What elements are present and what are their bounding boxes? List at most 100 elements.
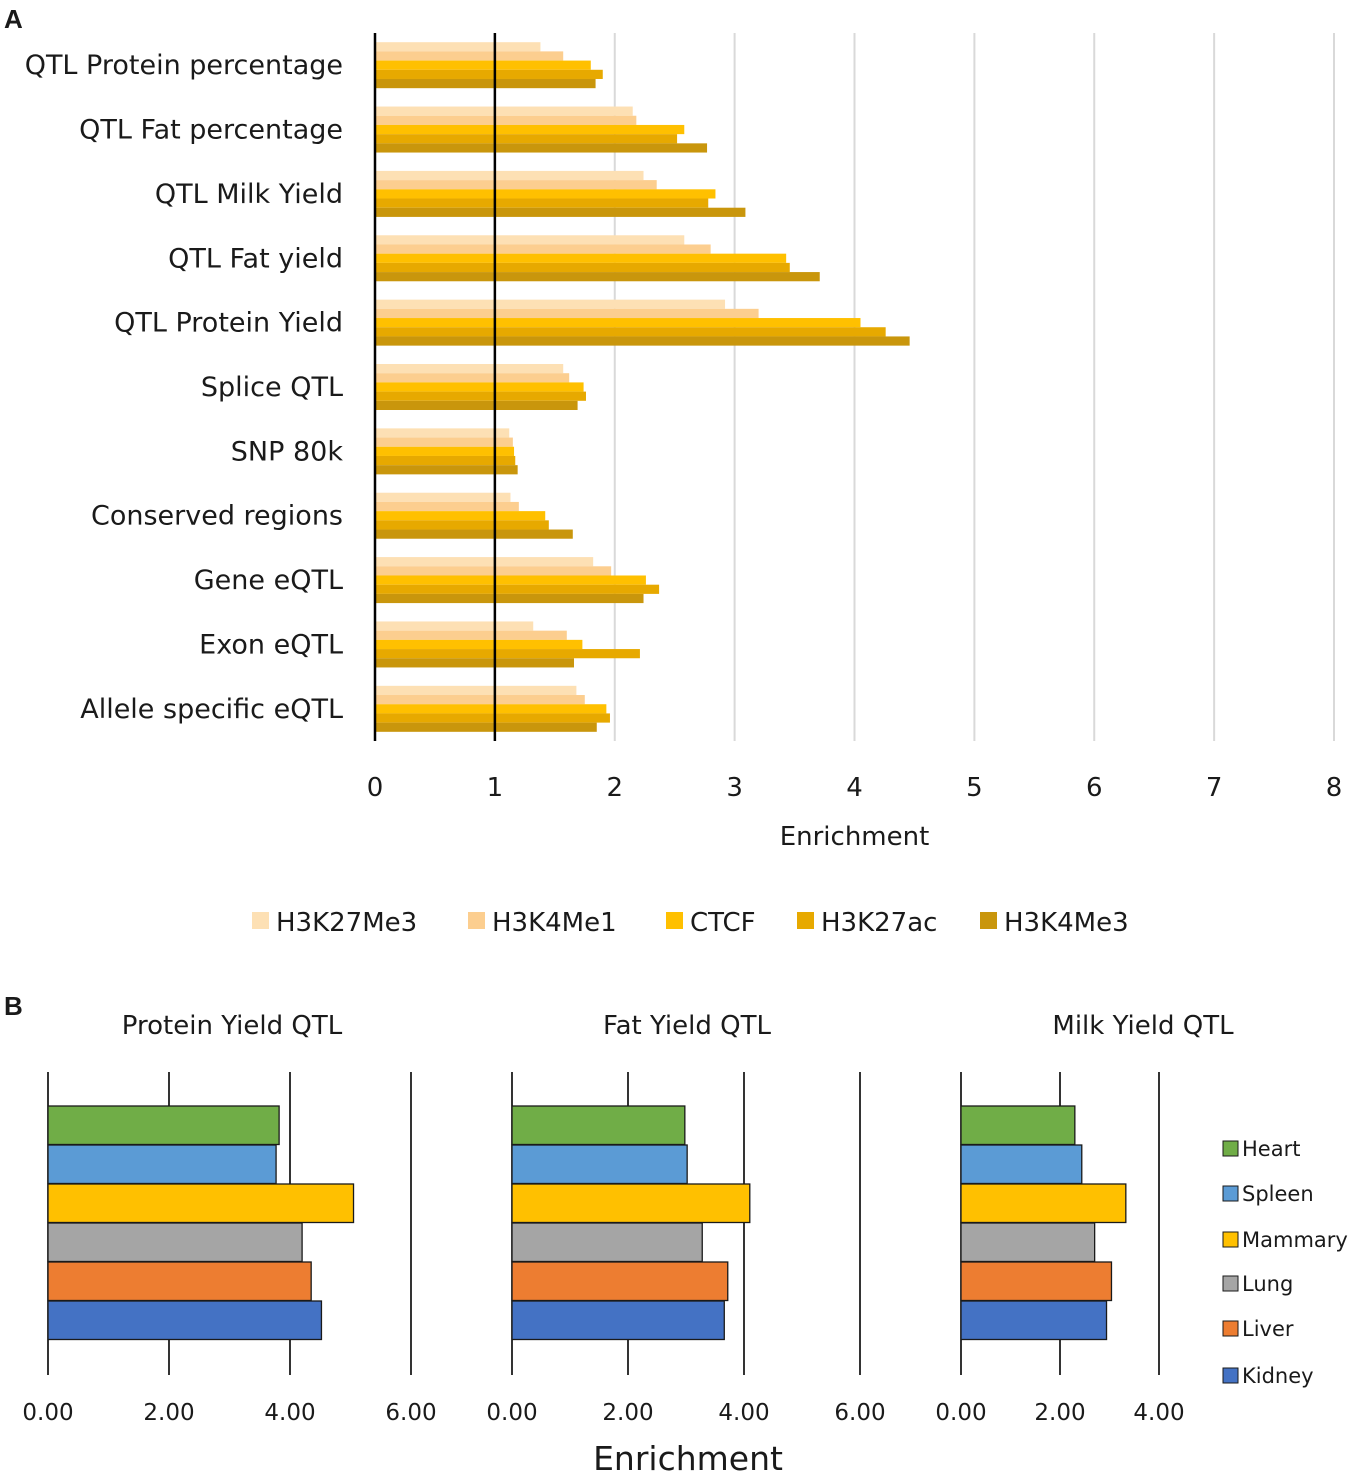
protein-yield-qtl-x-tick-label-2: 4.00 — [264, 1400, 315, 1426]
fat-yield-qtl-bar-lung — [511, 1222, 703, 1263]
protein-yield-qtl-bar-mammary — [47, 1183, 355, 1224]
category-label-qtl-fat-yield: QTL Fat yield — [168, 243, 343, 274]
category-label-qtl-protein-percentage: QTL Protein percentage — [25, 50, 343, 81]
bar-exon-eqtl-h3k27me3 — [375, 621, 534, 631]
bar-splice-qtl-ctcf — [375, 382, 584, 392]
legend-swatch-spleen — [1222, 1185, 1239, 1202]
bar-snp-80k-ctcf — [375, 446, 515, 456]
legend-swatch-lung — [1222, 1275, 1239, 1292]
bar-qtl-fat-yield-h3k27me3 — [375, 235, 685, 245]
bar-exon-eqtl-h3k27ac — [375, 649, 640, 659]
fat-yield-qtl-bar-spleen — [511, 1144, 688, 1185]
bar-qtl-protein-percentage-h3k27ac — [375, 69, 603, 79]
category-label-splice-qtl: Splice QTL — [201, 372, 343, 403]
fat-yield-qtl-bar-kidney — [511, 1300, 725, 1341]
bar-qtl-fat-yield-h3k4me1 — [375, 244, 711, 254]
protein-yield-qtl-bar-kidney — [47, 1300, 323, 1341]
milk-yield-qtl-bar-liver — [960, 1261, 1113, 1302]
category-label-qtl-milk-yield: QTL Milk Yield — [155, 179, 343, 210]
legend-label-mammary: Mammary — [1242, 1228, 1348, 1252]
bar-gene-eqtl-h3k4me1 — [375, 566, 612, 576]
bar-gene-eqtl-h3k4me3 — [375, 593, 644, 604]
category-label-snp-80k: SNP 80k — [231, 436, 344, 467]
panel-b-x-axis-title: Enrichment — [593, 1439, 783, 1478]
bar-conserved-regions-h3k27ac — [375, 520, 549, 530]
milk-yield-qtl-bar-kidney — [960, 1300, 1108, 1341]
legend-swatch-h3k4me1 — [468, 912, 485, 929]
bar-exon-eqtl-h3k4me3 — [375, 658, 574, 668]
protein-yield-qtl-x-tick-label-3: 6.00 — [385, 1400, 436, 1426]
legend-label-liver: Liver — [1242, 1317, 1294, 1341]
panel-label-a: A — [4, 4, 23, 34]
x-tick-label-8: 8 — [1326, 773, 1343, 803]
bar-qtl-protein-yield-ctcf — [375, 318, 861, 328]
bar-gene-eqtl-h3k27ac — [375, 584, 660, 594]
legend-swatch-h3k27ac — [797, 912, 814, 929]
bar-qtl-fat-yield-h3k27ac — [375, 262, 790, 273]
legend-swatch-kidney — [1222, 1367, 1239, 1384]
fat-yield-qtl-x-tick-label-3: 6.00 — [834, 1400, 885, 1426]
legend-label-h3k27me3: H3K27Me3 — [276, 908, 417, 938]
bar-qtl-fat-percentage-h3k27ac — [375, 134, 678, 144]
x-axis-title: Enrichment — [780, 822, 930, 852]
legend-swatch-h3k27me3 — [252, 912, 269, 929]
bar-splice-qtl-h3k27me3 — [375, 364, 564, 374]
bar-splice-qtl-h3k4me1 — [375, 373, 570, 383]
fat-yield-qtl-bar-heart — [511, 1105, 686, 1146]
legend-swatch-ctcf — [666, 912, 683, 929]
bar-qtl-protein-percentage-ctcf — [375, 60, 591, 70]
milk-yield-qtl-x-tick-label-2: 4.00 — [1133, 1400, 1184, 1426]
legend-label-h3k4me3: H3K4Me3 — [1004, 908, 1129, 938]
bar-qtl-fat-percentage-h3k4me1 — [375, 115, 637, 125]
milk-yield-qtl-bar-spleen — [960, 1144, 1083, 1185]
bar-gene-eqtl-ctcf — [375, 575, 646, 585]
legend-swatch-h3k4me3 — [980, 912, 997, 929]
bar-snp-80k-h3k27ac — [375, 455, 516, 466]
protein-yield-qtl-title: Protein Yield QTL — [122, 1011, 343, 1041]
bar-allele-specific-eqtl-h3k4me3 — [375, 722, 597, 732]
bar-qtl-milk-yield-ctcf — [375, 189, 716, 199]
bar-qtl-milk-yield-h3k27me3 — [375, 170, 644, 181]
bar-exon-eqtl-ctcf — [375, 639, 583, 650]
fat-yield-qtl-x-tick-label-2: 4.00 — [718, 1400, 769, 1426]
bar-conserved-regions-h3k4me1 — [375, 501, 519, 512]
bar-allele-specific-eqtl-h3k4me1 — [375, 695, 585, 705]
protein-yield-qtl-x-tick-label-0: 0.00 — [22, 1400, 73, 1426]
fat-yield-qtl-title: Fat Yield QTL — [603, 1011, 771, 1041]
panel-b-charts: 0.00 2.00 4.00 6.00 Protein Yield QTL 0.00 2.0… — [22, 1011, 1347, 1478]
bar-qtl-protein-percentage-h3k27me3 — [375, 42, 541, 52]
bar-qtl-fat-yield-h3k4me3 — [375, 272, 820, 282]
milk-yield-qtl-x-tick-label-0: 0.00 — [935, 1400, 986, 1426]
x-tick-label-7: 7 — [1206, 773, 1223, 803]
bar-qtl-fat-percentage-h3k4me3 — [375, 143, 708, 153]
fat-yield-qtl-x-tick-label-1: 2.00 — [602, 1400, 653, 1426]
bar-qtl-fat-percentage-h3k27me3 — [375, 106, 633, 116]
milk-yield-qtl-bar-mammary — [960, 1183, 1127, 1224]
bar-splice-qtl-h3k27ac — [375, 391, 586, 401]
legend-label-h3k27ac: H3K27ac — [821, 908, 937, 938]
protein-yield-qtl-bar-spleen — [47, 1144, 277, 1185]
bar-gene-eqtl-h3k27me3 — [375, 557, 594, 567]
x-tick-label-5: 5 — [966, 773, 983, 803]
x-tick-label-6: 6 — [1086, 773, 1103, 803]
bar-qtl-fat-yield-ctcf — [375, 253, 787, 263]
bar-qtl-protein-percentage-h3k4me1 — [375, 51, 564, 61]
legend-label-lung: Lung — [1242, 1272, 1293, 1296]
legend-swatch-heart — [1222, 1140, 1239, 1157]
protein-yield-qtl-bar-heart — [47, 1105, 280, 1146]
bar-allele-specific-eqtl-h3k27ac — [375, 713, 610, 723]
bar-qtl-protein-percentage-h3k4me3 — [375, 78, 596, 89]
legend-label-kidney: Kidney — [1242, 1364, 1314, 1388]
bar-allele-specific-eqtl-h3k27me3 — [375, 685, 577, 696]
bar-qtl-milk-yield-h3k4me3 — [375, 207, 746, 217]
bar-snp-80k-h3k4me3 — [375, 465, 518, 475]
legend-swatch-mammary — [1222, 1231, 1239, 1248]
fat-yield-qtl-x-tick-label-0: 0.00 — [486, 1400, 537, 1426]
category-label-allele-specific-eqtl: Allele specific eQTL — [80, 694, 343, 725]
milk-yield-qtl-bar-heart — [960, 1105, 1076, 1146]
bar-qtl-fat-percentage-ctcf — [375, 124, 685, 135]
panel-label-b: B — [4, 991, 23, 1021]
category-label-conserved-regions: Conserved regions — [91, 501, 343, 532]
panel-a-chart: QTL Protein percentage QTL Fat percentage… — [25, 33, 1343, 938]
